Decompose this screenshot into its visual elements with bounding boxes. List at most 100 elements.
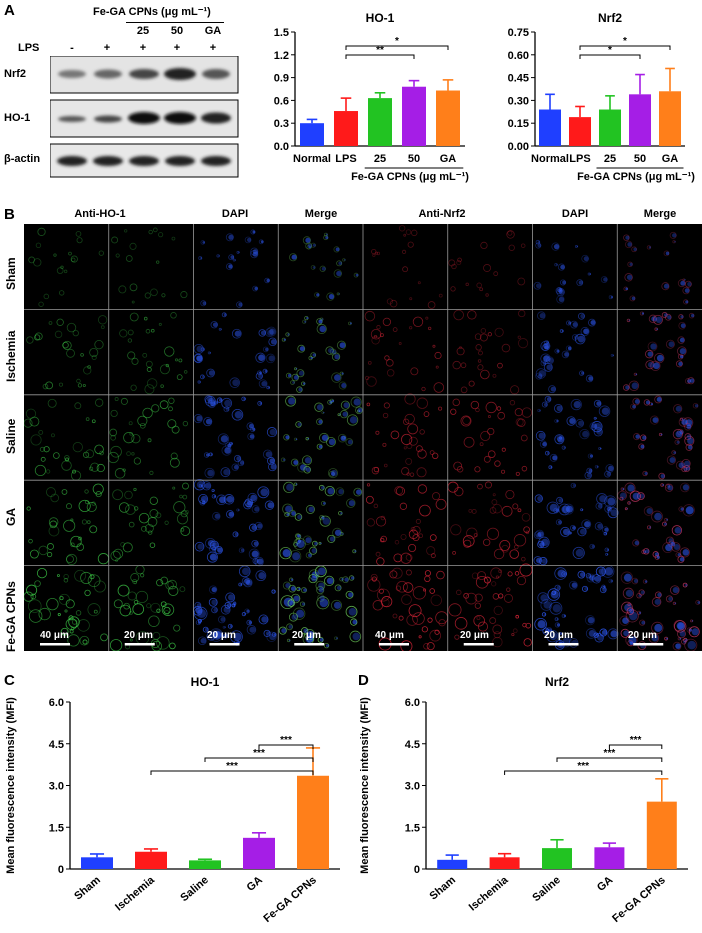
cell-signal [175, 358, 179, 362]
cell-signal [85, 417, 90, 421]
nucleus-signal [249, 434, 255, 439]
cell-signal [278, 626, 287, 635]
cell-signal [652, 314, 663, 325]
cell-signal [203, 417, 213, 427]
cell-signal [610, 353, 614, 357]
cell-signal [161, 293, 166, 298]
nucleus-signal [220, 328, 222, 331]
cell-signal [67, 634, 80, 647]
nucleus-signal [293, 595, 300, 602]
nucleus-signal [296, 534, 300, 538]
cell-signal [579, 370, 585, 376]
cell-signal [180, 528, 185, 532]
nucleus-signal [660, 433, 663, 436]
cell-signal [286, 623, 293, 631]
cell-signal [485, 293, 489, 297]
nucleus-signal [208, 370, 215, 376]
cell-signal [200, 374, 205, 380]
cell-signal [546, 356, 554, 365]
cell-signal [84, 589, 91, 597]
cell-signal [519, 563, 533, 577]
nucleus-signal [286, 513, 290, 517]
nucleus-signal [596, 428, 603, 435]
cell-signal [202, 626, 209, 633]
nucleus-signal [560, 632, 563, 635]
cell-signal [334, 584, 342, 592]
nucleus-signal [647, 351, 653, 357]
cell-signal [541, 612, 547, 617]
cell-signal [477, 364, 484, 371]
nucleus-signal [318, 587, 324, 593]
nucleus-signal [352, 619, 358, 625]
nucleus-signal [241, 567, 250, 576]
cell-signal [137, 415, 148, 426]
nucleus-signal [536, 283, 541, 289]
nucleus-signal [597, 634, 604, 641]
cell-signal [138, 512, 150, 524]
cell-signal [570, 320, 578, 329]
cell-signal [125, 255, 133, 262]
cell-signal [100, 325, 105, 330]
cell-signal [98, 250, 104, 256]
cell-signal [404, 413, 415, 425]
nucleus-signal [311, 575, 317, 582]
cell-signal [391, 567, 403, 579]
nucleus-signal [542, 361, 546, 365]
y-tick-label: 0.45 [508, 73, 529, 85]
nucleus-signal [546, 451, 550, 455]
cell-signal [325, 346, 334, 355]
cell-signal [425, 316, 429, 320]
cell-signal [624, 482, 636, 494]
cell-signal [72, 441, 83, 453]
cell-signal [96, 463, 105, 473]
nucleus-signal [572, 322, 578, 328]
cell-signal [578, 312, 585, 320]
nucleus-signal [336, 585, 342, 590]
cell-signal [690, 619, 693, 623]
nucleus-signal [205, 418, 212, 425]
cell-signal [366, 518, 375, 527]
nucleus-signal [207, 539, 215, 547]
chart-title: Nrf2 [545, 675, 569, 689]
nucleus-signal [544, 402, 548, 407]
nucleus-signal [645, 400, 650, 405]
cell-signal [353, 487, 363, 497]
cell-signal [148, 229, 153, 235]
cell-signal [172, 486, 176, 490]
cell-signal [401, 433, 413, 446]
cell-signal [669, 231, 677, 239]
nucleus-signal [580, 314, 585, 319]
cell-signal [405, 457, 413, 465]
cell-signal [547, 588, 561, 601]
x-tick-label: Fe-GA CPNs [610, 874, 668, 925]
cell-signal [232, 258, 236, 262]
cell-signal [209, 628, 223, 642]
cell-signal [349, 630, 362, 643]
nucleus-signal [550, 590, 559, 599]
cell-signal [480, 369, 490, 380]
nucleus-signal [297, 422, 302, 427]
nucleus-signal [252, 249, 258, 255]
cell-signal [543, 362, 553, 372]
cell-signal [179, 494, 183, 499]
cell-signal [415, 518, 421, 524]
bar [300, 123, 324, 146]
cell-signal [417, 449, 427, 459]
cell-signal [236, 250, 240, 254]
nucleus-signal [673, 451, 677, 454]
cell-signal [636, 592, 642, 599]
cell-signal [666, 455, 677, 465]
cell-signal [46, 597, 59, 611]
nucleus-signal [258, 354, 265, 361]
nucleus-signal [672, 587, 679, 594]
cell-signal [566, 320, 572, 326]
cell-signal [184, 509, 189, 515]
nucleus-signal [660, 474, 665, 479]
cell-signal [315, 580, 326, 591]
cell-signal [560, 526, 571, 537]
cell-signal [649, 415, 659, 425]
nucleus-signal [574, 335, 579, 340]
nucleus-signal [323, 411, 325, 414]
cell-signal [498, 569, 502, 574]
cell-signal [319, 265, 326, 272]
